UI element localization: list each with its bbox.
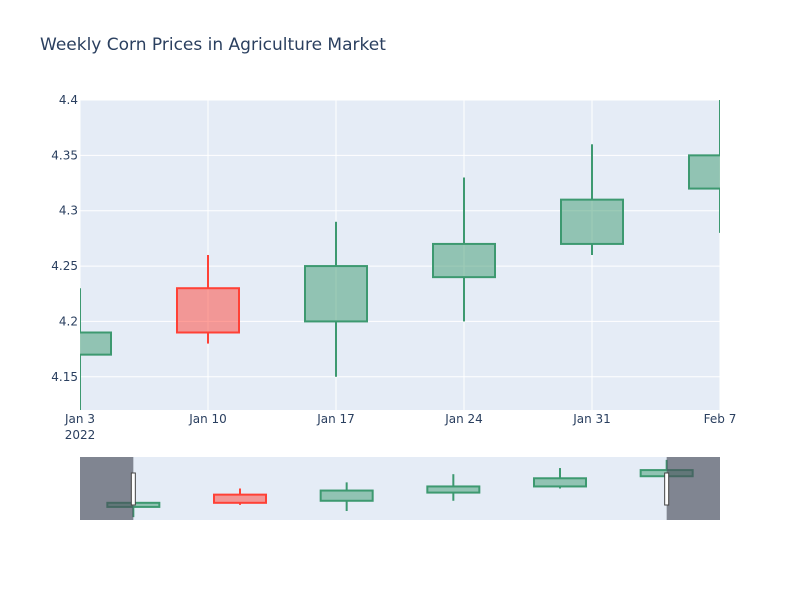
chart-title: Weekly Corn Prices in Agriculture Market	[40, 35, 386, 55]
range-slider-mask-left	[80, 457, 134, 520]
y-tick-label: 4.35	[51, 148, 78, 162]
candle-body	[560, 198, 624, 245]
candle-body	[688, 154, 720, 190]
candle	[688, 100, 720, 233]
range-slider-background[interactable]	[80, 457, 720, 520]
x-year-label: 2022	[65, 428, 96, 442]
candle-body	[426, 485, 481, 494]
y-tick-label: 4.3	[59, 204, 78, 218]
candles	[80, 100, 720, 410]
y-tick-label: 4.15	[51, 370, 78, 384]
candle-body	[533, 477, 587, 488]
y-tick-label: 4.2	[59, 314, 78, 328]
range-slider[interactable]	[80, 457, 720, 520]
y-tick-label: 4.25	[51, 259, 78, 273]
candle	[176, 255, 240, 344]
x-tick-label: Jan 31	[572, 412, 611, 426]
candle-body	[432, 242, 496, 279]
candle	[560, 144, 624, 255]
candle-body	[176, 287, 240, 334]
x-tick-label: Jan 24	[444, 412, 483, 426]
candle-body	[319, 489, 374, 502]
range-slider-mask-right	[666, 457, 720, 520]
x-tick-label: Jan 3	[64, 412, 95, 426]
candle	[304, 221, 368, 377]
x-tick-label: Feb 7	[704, 412, 737, 426]
axes: 4.15 4.2 4.25 4.3 4.35 4.4 Jan 3 Jan 10 Jan 17 Ja…	[51, 93, 736, 442]
range-slider-handle-right[interactable]	[664, 472, 670, 506]
x-tick-label: Jan 10	[188, 412, 227, 426]
slider-candle	[533, 468, 587, 489]
candle	[432, 177, 496, 322]
candle-body	[304, 265, 368, 323]
y-tick-label: 4.4	[59, 93, 78, 107]
candle	[80, 288, 112, 410]
x-tick-label: Jan 17	[316, 412, 355, 426]
plot-area	[80, 100, 720, 410]
slider-candle	[426, 474, 481, 501]
slider-candle	[319, 482, 374, 511]
slider-candle	[213, 488, 267, 505]
candle-body	[80, 331, 112, 356]
candle-body	[213, 493, 267, 504]
range-slider-handle-left[interactable]	[130, 472, 136, 506]
